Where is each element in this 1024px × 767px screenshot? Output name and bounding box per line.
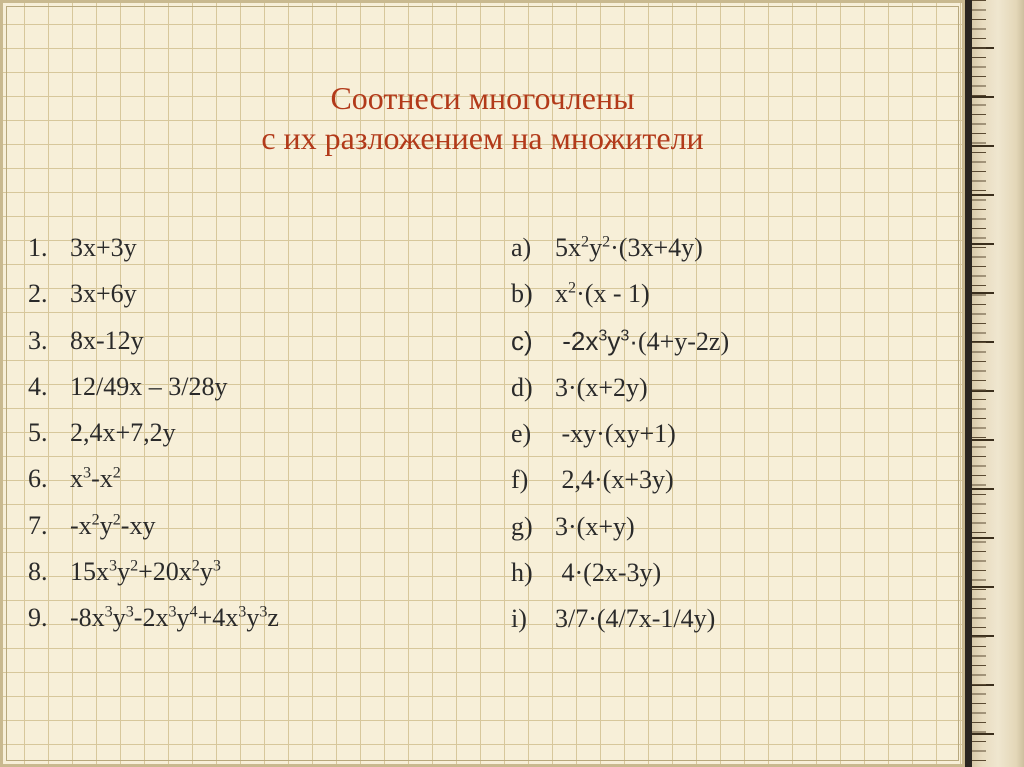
expression: 4·(2x-3y) (555, 550, 661, 596)
list-marker: g) (505, 504, 555, 550)
list-marker: 4. (22, 364, 70, 410)
list-marker: 8. (22, 549, 70, 595)
expression: 2,4x+7,2y (70, 410, 176, 456)
left-item: 7.-x2y2-xy (22, 503, 432, 549)
list-marker: c) (505, 318, 555, 365)
right-item: c) -2x3y3·(4+y-2z) (505, 318, 925, 365)
list-marker: 9. (22, 595, 70, 641)
expression: 12/49x – 3/28y (70, 364, 227, 410)
right-item: d)3·(x+2y) (505, 365, 925, 411)
ruler-decoration (965, 0, 1024, 767)
expression: 8x-12y (70, 318, 144, 364)
left-item: 1.3x+3y (22, 225, 432, 271)
list-marker: a) (505, 225, 555, 271)
expression: 2,4·(x+3y) (555, 457, 674, 503)
left-item: 3.8x-12y (22, 318, 432, 364)
factorizations-list: a)5x2y2·(3x+4y)b)x2·(x - 1)c) -2x3y3·(4+… (505, 225, 925, 642)
list-marker: i) (505, 596, 555, 642)
expression: x2·(x - 1) (555, 271, 650, 317)
right-item: h) 4·(2x-3y) (505, 550, 925, 596)
expression: -x2y2-xy (70, 503, 155, 549)
left-item: 2.3x+6y (22, 271, 432, 317)
expression: 15x3y2+20x2y3 (70, 549, 221, 595)
left-item: 5.2,4x+7,2y (22, 410, 432, 456)
right-item: b)x2·(x - 1) (505, 271, 925, 317)
left-item: 4.12/49x – 3/28y (22, 364, 432, 410)
right-item: e) -xy·(xy+1) (505, 411, 925, 457)
left-item: 8.15x3y2+20x2y3 (22, 549, 432, 595)
ruler-shadow (965, 0, 972, 767)
expression: -8x3y3-2x3y4+4x3y3z (70, 595, 279, 641)
polynomials-list: 1.3x+3y2.3x+6y3.8x-12y4.12/49x – 3/28y5.… (22, 225, 432, 641)
right-item: i)3/7·(4/7x-1/4y) (505, 596, 925, 642)
expression: 3x+6y (70, 271, 137, 317)
left-item: 9.-8x3y3-2x3y4+4x3y3z (22, 595, 432, 641)
expression: 3x+3y (70, 225, 137, 271)
expression: 3·(x+2y) (555, 365, 648, 411)
expression: -xy·(xy+1) (555, 411, 676, 457)
left-item: 6.x3-x2 (22, 456, 432, 502)
right-item: f) 2,4·(x+3y) (505, 457, 925, 503)
list-marker: 6. (22, 456, 70, 502)
list-marker: 7. (22, 503, 70, 549)
title-line-1: Соотнеси многочлены (330, 80, 634, 116)
ruler-body (972, 0, 1024, 767)
expression: 3·(x+y) (555, 504, 635, 550)
list-marker: 1. (22, 225, 70, 271)
expression: x3-x2 (70, 456, 121, 502)
list-marker: 5. (22, 410, 70, 456)
expression: 5x2y2·(3x+4y) (555, 225, 703, 271)
list-marker: d) (505, 365, 555, 411)
slide: Соотнеси многочлены с их разложением на … (0, 0, 965, 767)
list-marker: e) (505, 411, 555, 457)
list-marker: h) (505, 550, 555, 596)
list-marker: 2. (22, 271, 70, 317)
right-item: a)5x2y2·(3x+4y) (505, 225, 925, 271)
slide-title: Соотнеси многочлены с их разложением на … (0, 78, 965, 158)
list-marker: b) (505, 271, 555, 317)
list-marker: f) (505, 457, 555, 503)
expression: -2x3y3·(4+y-2z) (555, 318, 729, 365)
right-item: g)3·(x+y) (505, 504, 925, 550)
list-marker: 3. (22, 318, 70, 364)
expression: 3/7·(4/7x-1/4y) (555, 596, 715, 642)
title-line-2: с их разложением на множители (261, 120, 703, 156)
